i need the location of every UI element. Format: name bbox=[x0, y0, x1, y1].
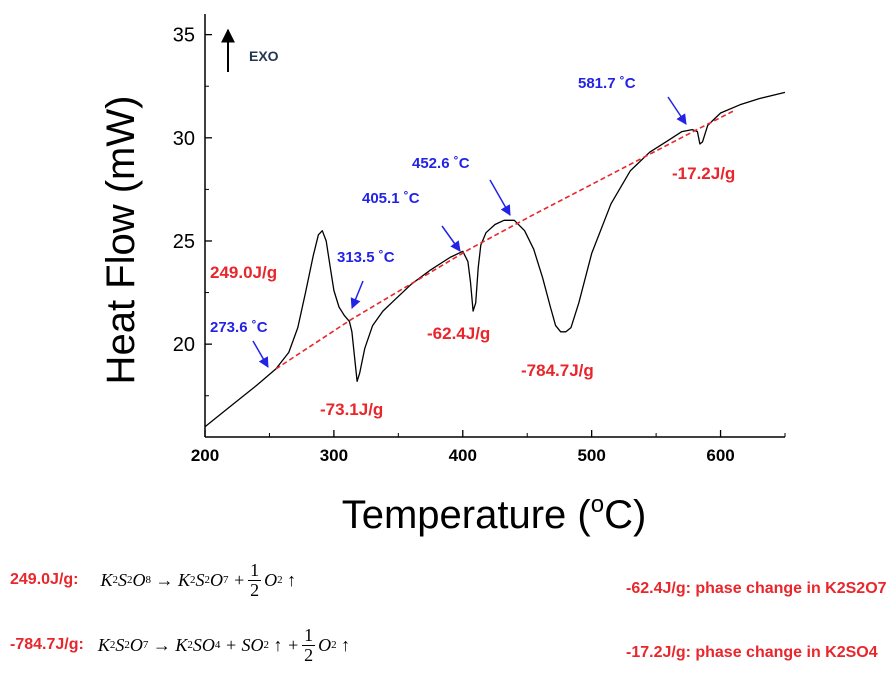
annotations: 273.6 ˚C 313.5 ˚C 405.1 ˚C 452.6 ˚C 581.7 ˚C… bbox=[210, 75, 735, 419]
arrow-icon bbox=[252, 340, 269, 368]
temperature-label: 581.7 ˚C bbox=[578, 75, 636, 92]
x-tick-label: 500 bbox=[577, 446, 605, 465]
phase-change-note: -62.4J/g: phase change in K2S2O7 bbox=[626, 580, 887, 597]
arrow-icon bbox=[489, 179, 511, 216]
baseline-dashed-line bbox=[275, 110, 734, 370]
phase-change-note: -17.2J/g: phase change in K2SO4 bbox=[626, 644, 878, 661]
equation-label: -784.7J/g: bbox=[10, 636, 84, 653]
arrow-icon bbox=[441, 225, 461, 252]
dsc-chart: 200 300 400 500 600 20 25 30 35 273.6 ˚C 313.5 ˚C… bbox=[99, 14, 786, 537]
temperature-label: 313.5 ˚C bbox=[337, 249, 395, 266]
y-tick-label: 25 bbox=[173, 231, 195, 253]
x-tick-label: 200 bbox=[191, 446, 219, 465]
exo-indicator: EXO bbox=[221, 28, 279, 72]
x-axis-title: Temperature (oC) bbox=[342, 491, 647, 537]
arrow-icon bbox=[667, 96, 687, 125]
temperature-label: 405.1 ˚C bbox=[362, 190, 420, 207]
x-tick-label: 600 bbox=[706, 446, 734, 465]
enthalpy-label: -17.2J/g bbox=[672, 164, 735, 183]
enthalpy-label: -784.7J/g bbox=[521, 361, 594, 380]
exo-label: EXO bbox=[249, 48, 279, 64]
enthalpy-label: 249.0J/g bbox=[210, 263, 277, 282]
y-tick-label: 30 bbox=[173, 128, 195, 150]
y-tick-label: 35 bbox=[173, 25, 195, 47]
enthalpy-label: -73.1J/g bbox=[320, 400, 383, 419]
heat-flow-line bbox=[204, 91, 786, 428]
temperature-label: 273.6 ˚C bbox=[210, 319, 268, 336]
series-layer bbox=[204, 91, 786, 428]
y-tick-label: 20 bbox=[173, 334, 195, 356]
y-axis-title: Heat Flow (mW) bbox=[99, 96, 143, 385]
equation-label: 249.0J/g: bbox=[10, 571, 79, 588]
x-axis-title-unit: o bbox=[591, 491, 604, 518]
x-axis-title-main: Temperature ( bbox=[342, 493, 592, 537]
x-tick-label: 400 bbox=[449, 446, 477, 465]
axes: 200 300 400 500 600 20 25 30 35 bbox=[173, 14, 786, 465]
enthalpy-label: -62.4J/g bbox=[427, 324, 490, 343]
x-axis-title-suffix: C) bbox=[604, 493, 646, 537]
x-tick-label: 300 bbox=[320, 446, 348, 465]
temperature-label: 452.6 ˚C bbox=[412, 155, 470, 172]
arrow-icon bbox=[350, 280, 364, 309]
